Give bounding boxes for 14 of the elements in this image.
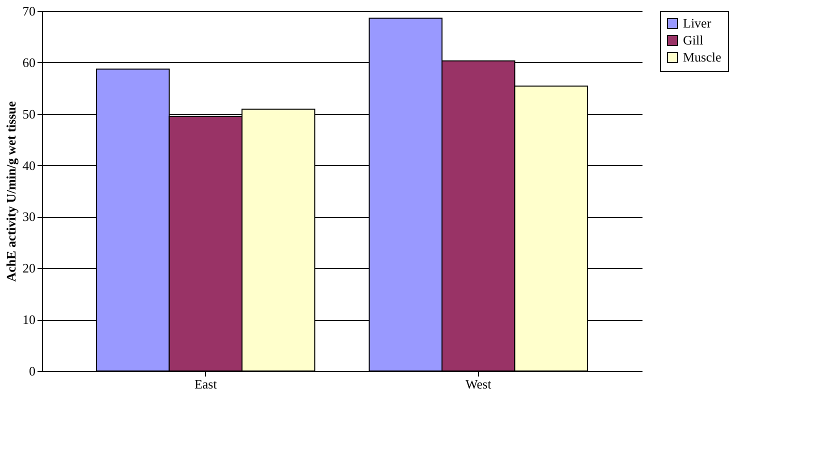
y-tick-label: 50 (22, 106, 36, 122)
legend-label: Liver (683, 16, 712, 30)
x-tick-label: West (466, 376, 492, 392)
y-tick-label: 0 (29, 364, 36, 378)
y-tick-label: 70 (22, 4, 36, 18)
y-tick-label: 40 (22, 158, 36, 173)
x-tick-label: East (194, 376, 218, 392)
y-tick-label: 60 (22, 54, 36, 70)
y-tick-label: 10 (22, 312, 36, 328)
y-axis-title: AchE activity U/min/g wet tissue (4, 101, 18, 282)
legend-label: Muscle (683, 50, 722, 64)
y-tick-label: 20 (22, 260, 36, 276)
y-tick-label: 30 (22, 209, 36, 224)
legend-label: Gill (683, 32, 704, 48)
